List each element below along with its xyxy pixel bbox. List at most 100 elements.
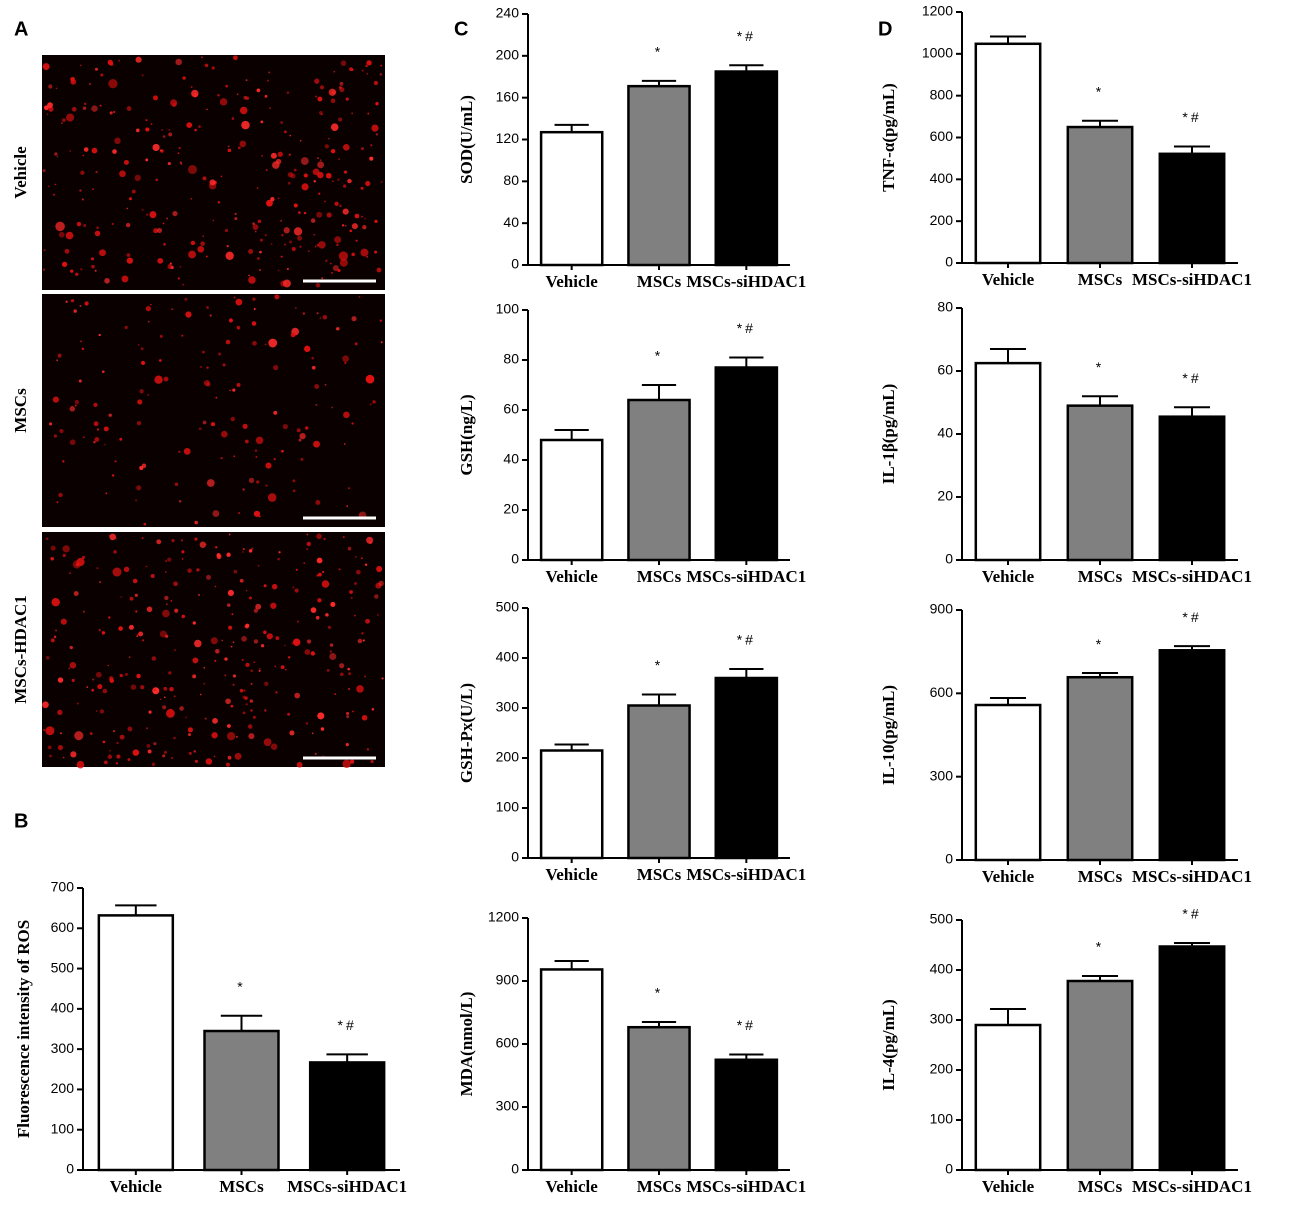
fluorescence-spot <box>364 675 367 678</box>
fluorescence-spot <box>145 119 148 122</box>
fluorescence-spot <box>325 259 328 263</box>
fluorescence-spot <box>181 550 185 554</box>
x-tick-label: MSCs <box>1078 270 1123 289</box>
fluorescence-spot <box>104 760 108 765</box>
fluorescence-spot <box>56 155 59 158</box>
fluorescence-spot <box>282 423 288 430</box>
fluorescence-spot <box>251 547 254 550</box>
fluorescence-spot <box>124 325 128 330</box>
fluorescence-spot <box>222 363 226 367</box>
fluorescence-spot <box>141 74 144 77</box>
fluorescence-spot <box>206 479 215 487</box>
fluorescence-spot <box>355 239 358 242</box>
fluorescence-spot <box>274 665 277 668</box>
y-tick-label: 80 <box>937 299 953 315</box>
y-tick-label: 1000 <box>922 45 953 61</box>
fluorescence-spot <box>163 686 168 691</box>
fluorescence-spot <box>81 347 85 351</box>
y-tick-label: 300 <box>51 1040 75 1056</box>
fluorescence-spot <box>281 234 284 237</box>
fluorescence-spot <box>319 317 322 319</box>
fluorescence-spot <box>89 83 91 85</box>
fluorescence-spot <box>316 243 320 247</box>
fluorescence-spot <box>303 211 307 215</box>
y-tick-label: 0 <box>511 551 519 567</box>
fluorescence-spot <box>233 55 238 61</box>
fluorescence-spot <box>351 422 354 425</box>
fluorescence-spot <box>112 729 116 733</box>
fluorescence-spot <box>204 717 207 720</box>
fluorescence-spot <box>71 678 75 682</box>
bar <box>539 749 604 860</box>
x-tick-label: MSCs <box>1078 867 1123 886</box>
fluorescence-spot <box>202 176 207 181</box>
fluorescence-spot <box>268 338 278 348</box>
fluorescence-spot <box>242 488 245 491</box>
fluorescence-spot <box>196 568 200 572</box>
fluorescence-spot <box>152 687 160 695</box>
y-tick-label: 1200 <box>922 3 953 19</box>
y-tick-label: 900 <box>496 972 520 988</box>
fluorescence-spot <box>340 672 344 677</box>
fluorescence-spot <box>141 463 147 468</box>
fluorescence-spot <box>366 536 374 544</box>
fluorescence-spot <box>263 584 267 588</box>
fluorescence-spot <box>342 208 349 215</box>
fluorescence-spot <box>96 428 100 431</box>
fluorescence-spot <box>91 147 98 154</box>
fluorescence-spot <box>236 735 238 738</box>
fluorescence-spot <box>318 192 321 195</box>
y-tick-label: 200 <box>51 1080 75 1096</box>
fluorescence-spot <box>234 752 242 760</box>
fluorescence-spot <box>264 234 267 237</box>
fluorescence-spot <box>61 118 66 123</box>
fluorescence-spot <box>192 674 197 679</box>
fluorescence-spot <box>250 709 253 712</box>
fluorescence-spot <box>369 156 374 161</box>
fluorescence-spot <box>120 596 122 598</box>
fluorescence-spot <box>268 107 271 110</box>
x-tick-label: MSCs-siHDAC1 <box>686 272 806 291</box>
fluorescence-spot <box>194 759 198 763</box>
fluorescence-spot <box>303 173 308 178</box>
fluorescence-spot <box>127 758 131 762</box>
fluorescence-spot <box>328 137 330 140</box>
fluorescence-spot <box>306 541 311 547</box>
fluorescence-spot <box>146 744 151 748</box>
fluorescence-spot <box>212 717 218 724</box>
fluorescence-spot <box>198 125 201 129</box>
fluorescence-spot <box>378 580 384 587</box>
fluorescence-spot <box>253 308 256 311</box>
fluorescence-spot <box>94 230 101 237</box>
y-tick-label: 0 <box>945 851 953 867</box>
fluorescence-spot <box>255 436 264 445</box>
fluorescence-spot <box>187 568 192 573</box>
fluorescence-spot <box>347 487 350 490</box>
y-tick-label: 400 <box>496 649 520 665</box>
fluorescence-spot <box>238 512 240 514</box>
fluorescence-spot <box>177 152 180 155</box>
fluorescence-spot <box>354 342 358 346</box>
fluorescence-spot <box>339 81 344 86</box>
fluorescence-spot <box>367 112 370 115</box>
fluorescence-spot <box>57 709 63 716</box>
fluorescence-spot <box>113 110 116 114</box>
fluorescence-spot <box>234 212 237 215</box>
fluorescence-spot <box>225 84 229 88</box>
bar <box>627 704 691 860</box>
fluorescence-spot <box>294 588 299 593</box>
fluorescence-spot <box>138 631 144 637</box>
fluorescence-spot <box>350 597 353 599</box>
fluorescence-spot <box>315 615 320 620</box>
fluorescence-spot <box>162 135 166 138</box>
fluorescence-spot <box>356 569 361 575</box>
fluorescence-spot <box>265 484 268 487</box>
fluorescence-spot <box>69 572 71 574</box>
y-axis-label: IL-1β(pg/mL) <box>879 384 898 485</box>
fluorescence-spot <box>145 565 148 568</box>
fluorescence-spot <box>277 557 280 561</box>
fluorescence-spot <box>211 732 218 739</box>
fluorescence-spot <box>214 659 217 662</box>
fluorescence-spot <box>347 667 351 671</box>
fluorescence-spot <box>136 673 141 679</box>
